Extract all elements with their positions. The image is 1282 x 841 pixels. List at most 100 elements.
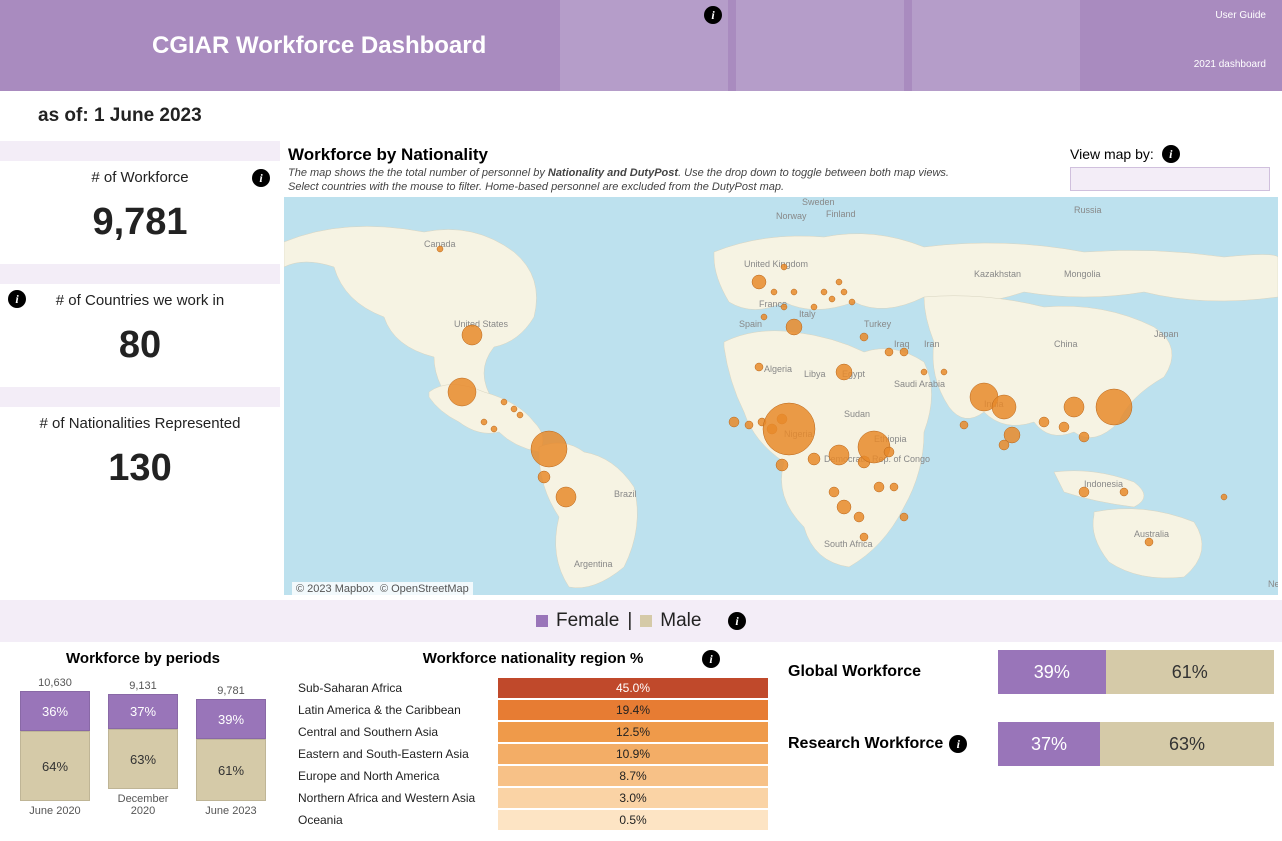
kpi: # of Workforcei9,781 [0, 169, 280, 264]
map-marker[interactable] [808, 453, 820, 465]
map-marker[interactable] [755, 363, 763, 371]
svg-text:Libya: Libya [804, 369, 826, 379]
region-row[interactable]: Eastern and South-Eastern Asia 10.9% [298, 743, 768, 765]
map-marker[interactable] [1096, 389, 1132, 425]
map-marker[interactable] [531, 431, 567, 467]
map-marker[interactable] [900, 513, 908, 521]
map-marker[interactable] [761, 314, 767, 320]
kpi-sidebar: # of Workforcei9,781# of Countries we wo… [0, 141, 280, 600]
view-map-by-dropdown[interactable] [1070, 167, 1270, 191]
prev-dashboard-link[interactable]: 2021 dashboard [1194, 59, 1266, 70]
map-marker[interactable] [1064, 397, 1084, 417]
map-marker[interactable] [1039, 417, 1049, 427]
region-row[interactable]: Northern Africa and Western Asia 3.0% [298, 787, 768, 809]
map-marker[interactable] [729, 417, 739, 427]
header: CGIAR Workforce Dashboard i User Guide 2… [0, 0, 1282, 91]
map-marker[interactable] [960, 421, 968, 429]
map-marker[interactable] [921, 369, 927, 375]
svg-text:United States: United States [454, 319, 509, 329]
user-guide-link[interactable]: User Guide [1194, 10, 1266, 21]
header-tab-2[interactable] [736, 0, 904, 91]
period-bar[interactable]: 9,131 37% 63% December 2020 [108, 680, 178, 817]
map-marker[interactable] [776, 459, 788, 471]
map-marker[interactable] [837, 500, 851, 514]
region-row[interactable]: Central and Southern Asia 12.5% [298, 721, 768, 743]
info-icon[interactable]: i [702, 650, 720, 668]
map-marker[interactable] [556, 487, 576, 507]
map-marker[interactable] [829, 445, 849, 465]
map-marker[interactable] [1059, 422, 1069, 432]
header-tab-3[interactable] [912, 0, 1080, 91]
map-marker[interactable] [811, 304, 817, 310]
period-bar[interactable]: 10,630 36% 64% June 2020 [20, 677, 90, 817]
female-segment: 39% [998, 650, 1106, 694]
map-marker[interactable] [829, 296, 835, 302]
map-marker[interactable] [781, 304, 787, 310]
map-marker[interactable] [1079, 432, 1089, 442]
map-marker[interactable] [836, 364, 852, 380]
map-marker[interactable] [829, 487, 839, 497]
svg-text:Mongolia: Mongolia [1064, 269, 1101, 279]
region-label: Oceania [298, 813, 498, 827]
info-icon[interactable]: i [704, 6, 722, 24]
region-row[interactable]: Europe and North America 8.7% [298, 765, 768, 787]
map-marker[interactable] [884, 447, 894, 457]
map-marker[interactable] [511, 406, 517, 412]
male-segment: 63% [1100, 722, 1274, 766]
map-marker[interactable] [860, 533, 868, 541]
map-marker[interactable] [791, 289, 797, 295]
period-bar[interactable]: 9,781 39% 61% June 2023 [196, 685, 266, 817]
header-tab-1[interactable]: i [560, 0, 728, 91]
info-icon[interactable]: i [1162, 145, 1180, 163]
info-icon[interactable]: i [728, 612, 746, 630]
region-bar: 3.0% [498, 788, 768, 808]
female-segment: 36% [20, 691, 90, 731]
map-marker[interactable] [771, 289, 777, 295]
region-label: Northern Africa and Western Asia [298, 791, 498, 805]
map-marker[interactable] [1120, 488, 1128, 496]
gender-label: Global Workforce [788, 663, 998, 681]
map-marker[interactable] [763, 403, 815, 455]
map-marker[interactable] [821, 289, 827, 295]
workforce-by-periods: Workforce by periods 10,630 36% 64% June… [8, 650, 278, 831]
map-marker[interactable] [781, 264, 787, 270]
region-row[interactable]: Sub-Saharan Africa 45.0% [298, 677, 768, 699]
male-segment: 61% [196, 739, 266, 801]
map-marker[interactable] [885, 348, 893, 356]
map-marker[interactable] [858, 431, 890, 463]
map-marker[interactable] [941, 369, 947, 375]
info-icon[interactable]: i [8, 290, 26, 308]
map-marker[interactable] [448, 378, 476, 406]
map-marker[interactable] [999, 440, 1009, 450]
world-map[interactable]: RussiaFinlandSwedenNorwayCanadaUnited Ki… [284, 197, 1282, 600]
map-marker[interactable] [462, 325, 482, 345]
map-marker[interactable] [1079, 487, 1089, 497]
map-marker[interactable] [900, 348, 908, 356]
info-icon[interactable]: i [252, 169, 270, 187]
map-marker[interactable] [491, 426, 497, 432]
kpi-value: 9,781 [10, 201, 270, 244]
map-marker[interactable] [890, 483, 898, 491]
map-marker[interactable] [786, 319, 802, 335]
map-marker[interactable] [849, 299, 855, 305]
map-marker[interactable] [1145, 538, 1153, 546]
svg-text:Japan: Japan [1154, 329, 1179, 339]
map-marker[interactable] [437, 246, 443, 252]
region-row[interactable]: Latin America & the Caribbean 19.4% [298, 699, 768, 721]
region-row[interactable]: Oceania 0.5% [298, 809, 768, 831]
period-label: June 2023 [196, 805, 266, 817]
map-marker[interactable] [1221, 494, 1227, 500]
map-marker[interactable] [745, 421, 753, 429]
map-marker[interactable] [854, 512, 864, 522]
map-marker[interactable] [752, 275, 766, 289]
map-marker[interactable] [501, 399, 507, 405]
map-marker[interactable] [841, 289, 847, 295]
map-marker[interactable] [481, 419, 487, 425]
map-marker[interactable] [992, 395, 1016, 419]
map-marker[interactable] [538, 471, 550, 483]
map-marker[interactable] [836, 279, 842, 285]
map-marker[interactable] [517, 412, 523, 418]
map-marker[interactable] [874, 482, 884, 492]
map-marker[interactable] [860, 333, 868, 341]
info-icon[interactable]: i [949, 735, 967, 753]
